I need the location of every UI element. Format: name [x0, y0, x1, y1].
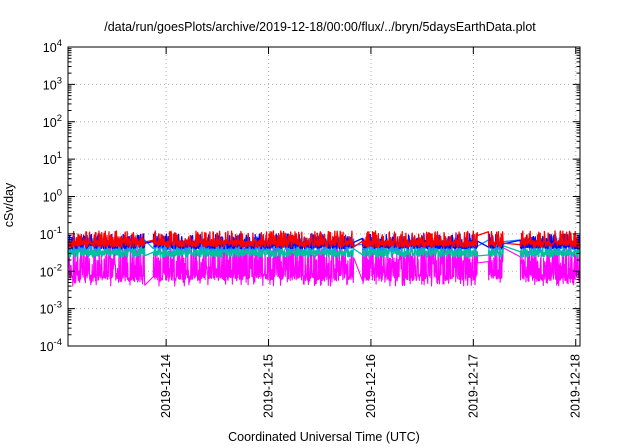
y-tick-exponent: 4	[57, 38, 62, 49]
x-tick-label: 2019-12-14	[159, 354, 173, 418]
axes	[67, 46, 581, 347]
y-tick-exponent: 0	[57, 188, 62, 199]
y-tick-exponent: -2	[54, 262, 62, 273]
y-tick-exponent: -1	[54, 225, 62, 236]
y-tick-label: 104	[43, 38, 62, 55]
y-tick-base: 10	[40, 228, 54, 242]
y-tick-label: 10-2	[40, 262, 62, 279]
y-tick-base: 10	[43, 191, 57, 205]
y-tick-base: 10	[43, 153, 57, 167]
y-tick-exponent: 2	[57, 113, 62, 124]
y-tick-exponent: 1	[57, 150, 62, 161]
y-tick-label: 10-4	[40, 337, 62, 354]
series-line	[67, 241, 581, 258]
y-tick-exponent: -3	[54, 300, 62, 311]
x-tick-label: 2019-12-16	[364, 354, 378, 418]
chart-title: /data/run/goesPlots/archive/2019-12-18/0…	[104, 20, 536, 34]
y-tick-exponent: -4	[54, 337, 62, 348]
y-tick-label: 10-1	[40, 225, 62, 242]
y-tick-base: 10	[43, 41, 57, 55]
y-tick-base: 10	[40, 340, 54, 354]
y-axis-label: cSv/day	[2, 182, 16, 228]
y-tick-exponent: 3	[57, 75, 62, 86]
tick-labels: 10-410-310-210-11001011021031042019-12-1…	[40, 38, 583, 418]
x-tick-label: 2019-12-17	[466, 354, 480, 418]
series-line	[67, 244, 581, 287]
x-tick-label: 2019-12-18	[569, 354, 583, 418]
y-tick-label: 103	[43, 75, 62, 92]
x-axis-label: Coordinated Universal Time (UTC)	[228, 430, 420, 444]
series-group	[67, 230, 581, 287]
y-tick-base: 10	[40, 265, 54, 279]
y-tick-label: 101	[43, 150, 62, 167]
series-line	[67, 230, 581, 248]
y-tick-base: 10	[43, 78, 57, 92]
x-tick-label: 2019-12-15	[262, 354, 276, 418]
y-tick-label: 10-3	[40, 300, 62, 317]
y-tick-base: 10	[43, 116, 57, 130]
y-tick-base: 10	[40, 303, 54, 317]
y-tick-label: 102	[43, 113, 62, 130]
y-tick-label: 100	[43, 188, 62, 205]
grid	[68, 47, 580, 346]
plot-frame	[67, 46, 581, 347]
